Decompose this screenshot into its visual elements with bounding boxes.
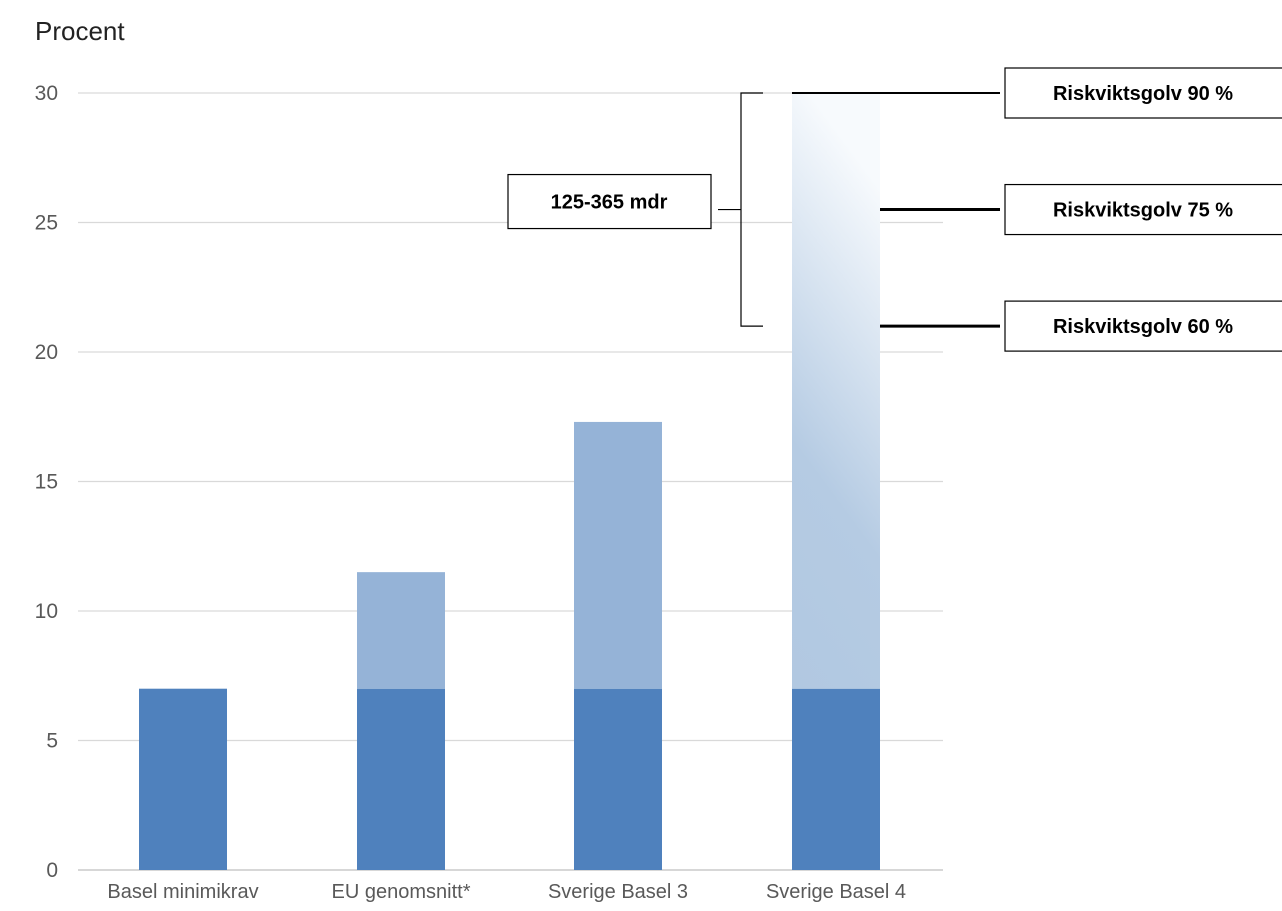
- x-tick-labels: Basel minimikrav EU genomsnitt* Sverige Ba…: [107, 881, 906, 903]
- bar-segment: [357, 688, 445, 870]
- bar-segment: [139, 688, 227, 870]
- floor-label-box: [1004, 300, 1282, 352]
- floor-label-box: [1004, 67, 1282, 119]
- y-tick-label: 0: [46, 859, 58, 882]
- x-tick-label: Basel minimikrav: [107, 881, 258, 903]
- y-tick-label: 10: [35, 600, 58, 623]
- y-tick-label: 30: [35, 82, 58, 105]
- range-label: 125-365 mdr: [551, 192, 668, 214]
- y-tick-labels: 0 5 10 15 20 25 30: [35, 82, 58, 882]
- range-bracket: [740, 92, 763, 327]
- y-tick-label: 20: [35, 341, 58, 364]
- floor-label: Riskviktsgolv 75 %: [1053, 200, 1233, 222]
- bar-segment: [792, 688, 880, 870]
- annotations: Riskviktsgolv 90 % Riskviktsgolv 75 % Risk…: [507, 67, 1282, 352]
- y-tick-label: 15: [35, 471, 58, 494]
- bar-segment: [792, 93, 880, 689]
- x-tick-label: Sverige Basel 3: [548, 881, 688, 903]
- y-axis-label: Procent: [35, 16, 125, 46]
- floor-label: Riskviktsgolv 90 %: [1053, 83, 1233, 105]
- y-tick-label: 25: [35, 212, 58, 235]
- range-label-box: [507, 173, 712, 230]
- bar-segment: [574, 421, 662, 689]
- floor-label: Riskviktsgolv 60 %: [1053, 316, 1233, 338]
- x-tick-label: EU genomsnitt*: [332, 881, 471, 903]
- bar-segment: [357, 572, 445, 689]
- bars: [139, 93, 880, 870]
- x-tick-label: Sverige Basel 4: [766, 881, 906, 903]
- floor-label-box: [1004, 183, 1282, 236]
- y-tick-label: 5: [46, 730, 58, 753]
- bar-segment: [574, 688, 662, 870]
